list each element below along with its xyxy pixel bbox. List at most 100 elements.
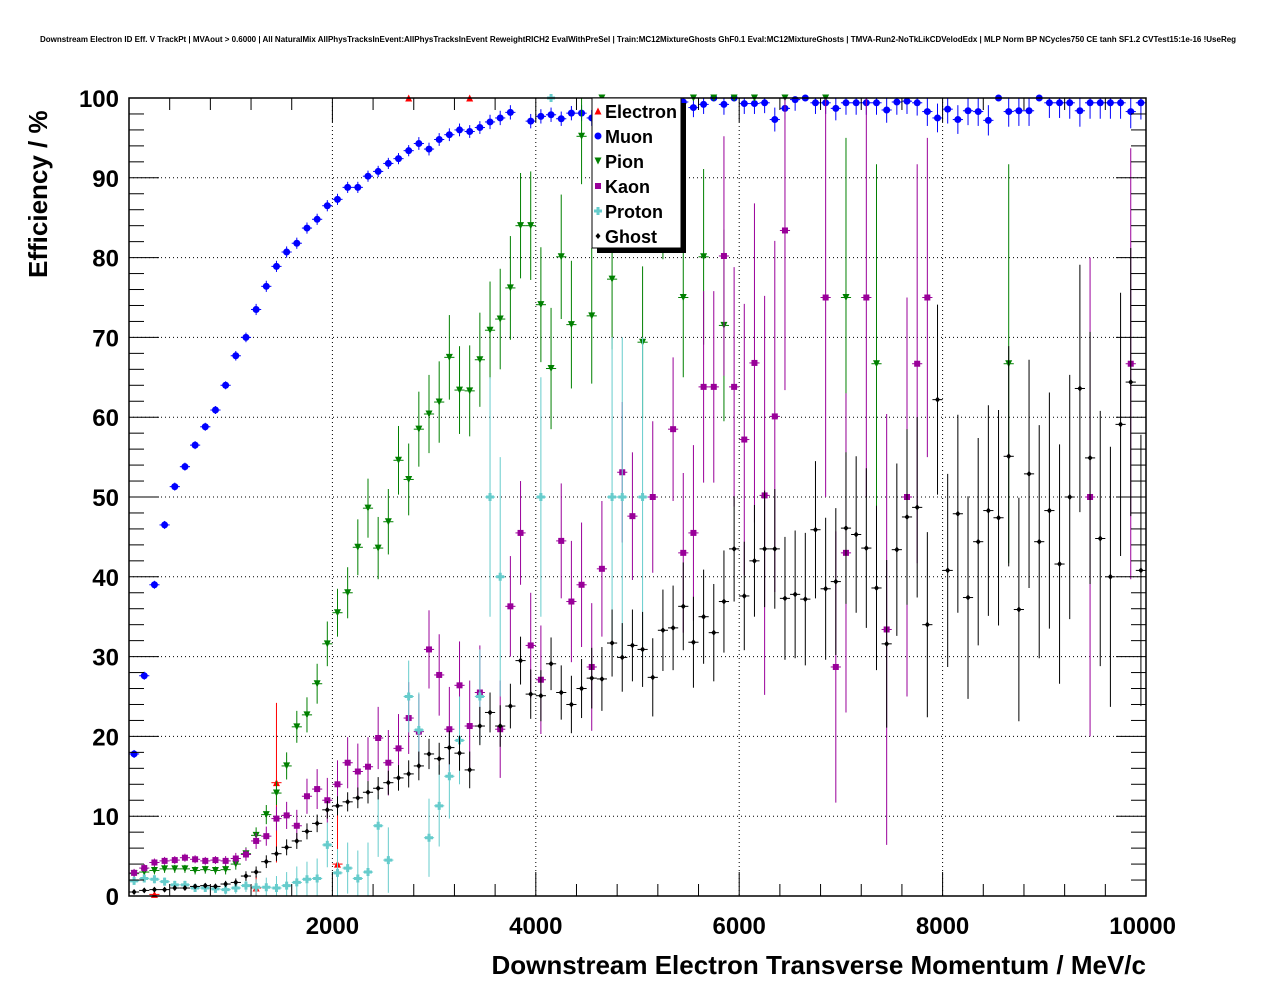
data-point-muon xyxy=(1127,108,1135,116)
x-tick-label: 6000 xyxy=(713,913,766,940)
data-point-ghost xyxy=(558,689,564,696)
data-point-pion xyxy=(364,504,372,512)
data-point-ghost xyxy=(1006,453,1012,460)
data-point-pion xyxy=(842,294,850,301)
data-point-pion xyxy=(872,360,880,368)
x-tick-label: 8000 xyxy=(916,913,969,940)
data-point-ghost xyxy=(924,621,930,628)
data-point-kaon xyxy=(578,581,585,588)
data-point-kaon xyxy=(914,360,921,367)
data-point-muon xyxy=(395,155,403,163)
legend-box xyxy=(591,97,682,249)
data-point-ghost xyxy=(589,675,595,682)
data-point-ghost xyxy=(772,545,778,552)
data-point-ghost xyxy=(131,889,137,896)
data-point-ghost xyxy=(1107,573,1113,580)
data-point-muon xyxy=(486,118,494,126)
data-point-proton xyxy=(180,880,189,889)
data-point-pion xyxy=(486,326,494,334)
data-point-pion xyxy=(191,866,199,874)
data-point-muon xyxy=(567,109,575,117)
data-point-kaon xyxy=(253,837,260,844)
data-point-ghost xyxy=(1016,606,1022,613)
data-point-proton xyxy=(343,864,352,873)
data-point-proton xyxy=(638,493,647,501)
data-point-kaon xyxy=(568,598,575,605)
data-point-kaon xyxy=(151,859,158,866)
data-point-pion xyxy=(537,301,545,309)
legend-marker-ghost xyxy=(595,233,601,239)
data-point-ghost xyxy=(579,685,585,692)
data-point-muon xyxy=(344,183,352,191)
data-point-proton xyxy=(252,883,261,892)
data-point-kaon xyxy=(395,745,402,752)
axis-ticks: 0 10 20 30 40 50 60 70 80 90 100 2000 4000 6000 8000 10… xyxy=(79,86,1176,940)
data-point-ghost xyxy=(1128,379,1134,386)
data-point-ghost xyxy=(853,531,859,538)
data-point-kaon xyxy=(822,294,829,301)
data-point-kaon xyxy=(232,855,239,862)
data-point-kaon xyxy=(364,763,371,770)
data-point-muon xyxy=(903,97,911,105)
data-point-pion xyxy=(323,640,331,648)
data-point-muon xyxy=(974,108,982,116)
data-point-muon xyxy=(984,116,992,124)
data-point-kaon xyxy=(161,857,168,864)
data-point-muon xyxy=(913,99,921,107)
data-point-pion xyxy=(679,294,687,301)
data-point-ghost xyxy=(792,591,798,598)
data-point-proton xyxy=(150,875,159,884)
data-point-ghost xyxy=(385,779,391,786)
data-point-proton xyxy=(374,821,383,830)
data-point-ghost xyxy=(599,675,605,682)
data-point-muon xyxy=(232,352,240,360)
data-point-ghost xyxy=(507,703,513,710)
data-point-pion xyxy=(547,365,555,373)
data-point-muon xyxy=(384,159,392,167)
data-point-muon xyxy=(425,145,433,153)
legend-label-proton: Proton xyxy=(605,202,663,222)
data-point-muon xyxy=(944,105,952,113)
data-point-ghost xyxy=(436,755,442,762)
data-point-ghost xyxy=(650,674,656,681)
data-point-pion xyxy=(201,866,209,874)
data-point-ghost xyxy=(518,657,524,664)
x-tick-label: 2000 xyxy=(306,913,359,940)
data-point-ghost xyxy=(741,592,747,599)
data-point-kaon xyxy=(303,793,310,800)
data-point-muon xyxy=(211,406,219,414)
data-point-muon xyxy=(842,99,850,107)
data-point-pion xyxy=(161,865,169,873)
data-point-muon xyxy=(537,112,545,120)
data-point-muon xyxy=(242,333,250,341)
data-point-kaon xyxy=(629,513,636,520)
data-point-pion xyxy=(588,312,596,320)
data-point-ghost xyxy=(1138,567,1144,574)
data-point-ghost xyxy=(273,850,279,857)
data-point-kaon xyxy=(466,723,473,730)
data-point-ghost xyxy=(263,858,269,865)
data-point-pion xyxy=(517,222,525,230)
data-point-pion xyxy=(222,866,230,874)
data-point-ghost xyxy=(711,629,717,636)
data-point-ghost xyxy=(223,881,229,888)
data-point-kaon xyxy=(314,786,321,793)
legend-label-muon: Muon xyxy=(605,127,653,147)
data-point-pion xyxy=(557,253,565,261)
data-point-proton xyxy=(425,833,434,842)
data-point-kaon xyxy=(700,383,707,390)
data-point-proton xyxy=(241,881,250,890)
data-point-muon xyxy=(456,126,464,134)
data-point-pion xyxy=(344,589,352,597)
legend-marker-muon xyxy=(594,132,602,140)
data-point-ghost xyxy=(1118,421,1124,428)
data-point-muon xyxy=(364,172,372,180)
data-point-muon xyxy=(191,441,199,449)
data-point-kaon xyxy=(263,833,270,840)
data-point-proton xyxy=(272,884,281,893)
data-point-muon xyxy=(1045,99,1053,107)
x-axis-label: Downstream Electron Transverse Momentum … xyxy=(491,950,1146,980)
y-tick-label: 90 xyxy=(92,166,119,193)
data-point-kaon xyxy=(670,426,677,433)
data-point-ghost xyxy=(334,802,340,809)
